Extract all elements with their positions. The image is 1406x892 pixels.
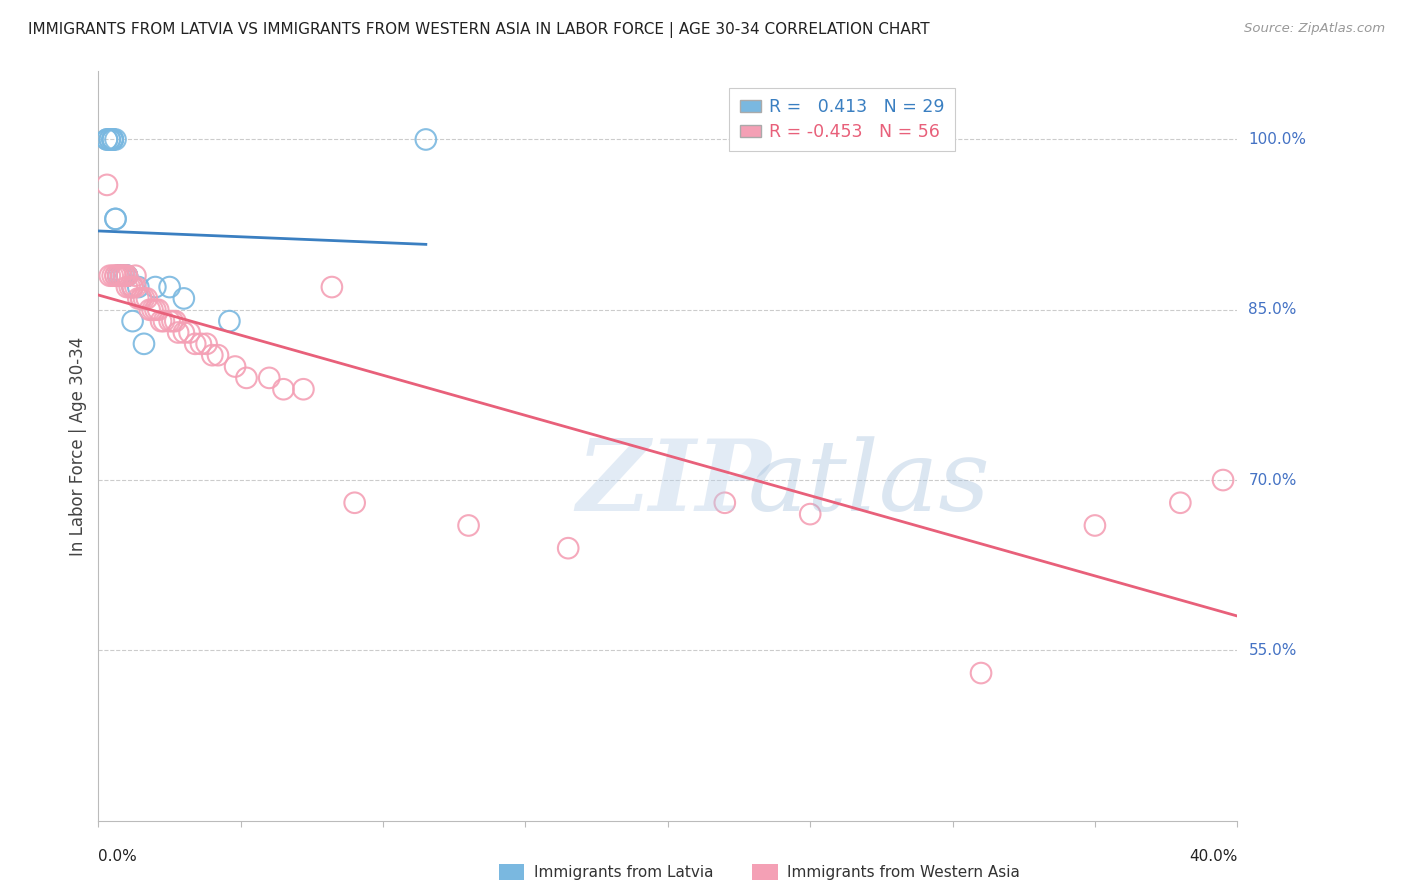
Point — [129, 292, 152, 306]
Point — [96, 178, 118, 192]
Point — [179, 326, 201, 340]
Y-axis label: In Labor Force | Age 30-34: In Labor Force | Age 30-34 — [69, 336, 87, 556]
Text: IMMIGRANTS FROM LATVIA VS IMMIGRANTS FROM WESTERN ASIA IN LABOR FORCE | AGE 30-3: IMMIGRANTS FROM LATVIA VS IMMIGRANTS FRO… — [28, 22, 929, 38]
Point — [115, 268, 138, 283]
Point — [129, 292, 152, 306]
Point — [127, 292, 149, 306]
Point — [121, 314, 143, 328]
Point — [159, 314, 181, 328]
Point — [98, 268, 121, 283]
Point — [115, 268, 138, 283]
Text: 85.0%: 85.0% — [1249, 302, 1296, 318]
Point — [127, 280, 149, 294]
Point — [110, 268, 132, 283]
Point — [145, 302, 167, 317]
Text: Immigrants from Western Asia: Immigrants from Western Asia — [787, 865, 1021, 880]
Point — [1212, 473, 1234, 487]
Point — [121, 280, 143, 294]
Point — [101, 132, 124, 146]
Point — [148, 302, 170, 317]
Point — [112, 268, 135, 283]
Point — [132, 292, 155, 306]
Point — [153, 314, 176, 328]
Point — [118, 280, 141, 294]
Point — [150, 314, 173, 328]
Point — [132, 336, 155, 351]
Point — [104, 268, 127, 283]
Point — [104, 132, 127, 146]
Point — [224, 359, 246, 374]
Point — [165, 314, 187, 328]
Point — [112, 268, 135, 283]
Point — [343, 496, 366, 510]
Point — [218, 314, 240, 328]
Point — [104, 211, 127, 226]
Point — [167, 326, 190, 340]
Point — [101, 132, 124, 146]
Text: Immigrants from Latvia: Immigrants from Latvia — [534, 865, 714, 880]
Point — [110, 268, 132, 283]
Point — [184, 336, 207, 351]
Point — [135, 292, 157, 306]
Point — [970, 666, 993, 681]
Point — [115, 268, 138, 283]
Point — [124, 280, 146, 294]
Point — [98, 132, 121, 146]
Point — [273, 382, 295, 396]
Point — [107, 268, 129, 283]
Point — [98, 132, 121, 146]
Point — [201, 348, 224, 362]
Text: 55.0%: 55.0% — [1249, 643, 1296, 657]
Point — [96, 132, 118, 146]
Point — [235, 371, 257, 385]
Point — [121, 280, 143, 294]
Text: ZIP: ZIP — [576, 435, 772, 532]
Point — [121, 280, 143, 294]
Point — [173, 326, 195, 340]
Point — [112, 268, 135, 283]
Text: atlas: atlas — [748, 436, 990, 531]
Point — [195, 336, 218, 351]
Point — [115, 268, 138, 283]
Point — [138, 302, 160, 317]
Legend: R =   0.413   N = 29, R = -0.453   N = 56: R = 0.413 N = 29, R = -0.453 N = 56 — [730, 87, 955, 152]
Point — [714, 496, 737, 510]
Point — [557, 541, 579, 556]
Point — [321, 280, 343, 294]
Point — [259, 371, 281, 385]
Point — [145, 280, 167, 294]
Point — [104, 211, 127, 226]
Point — [110, 268, 132, 283]
Point — [1084, 518, 1107, 533]
Point — [115, 280, 138, 294]
Point — [115, 268, 138, 283]
Point — [415, 132, 437, 146]
Text: 100.0%: 100.0% — [1249, 132, 1306, 147]
Point — [292, 382, 315, 396]
Point — [101, 132, 124, 146]
Point — [107, 268, 129, 283]
Point — [457, 518, 479, 533]
Point — [190, 336, 212, 351]
Text: Source: ZipAtlas.com: Source: ZipAtlas.com — [1244, 22, 1385, 36]
Point — [107, 268, 129, 283]
Point — [110, 268, 132, 283]
Point — [101, 132, 124, 146]
Point — [112, 268, 135, 283]
Text: 0.0%: 0.0% — [98, 849, 138, 864]
Point — [104, 268, 127, 283]
Point — [207, 348, 229, 362]
Point — [101, 268, 124, 283]
Point — [799, 507, 821, 521]
Point — [159, 280, 181, 294]
Text: 40.0%: 40.0% — [1189, 849, 1237, 864]
Point — [141, 302, 163, 317]
Point — [162, 314, 184, 328]
Point — [124, 268, 146, 283]
Point — [96, 132, 118, 146]
Text: 70.0%: 70.0% — [1249, 473, 1296, 488]
Point — [173, 292, 195, 306]
Point — [1170, 496, 1192, 510]
Point — [107, 268, 129, 283]
